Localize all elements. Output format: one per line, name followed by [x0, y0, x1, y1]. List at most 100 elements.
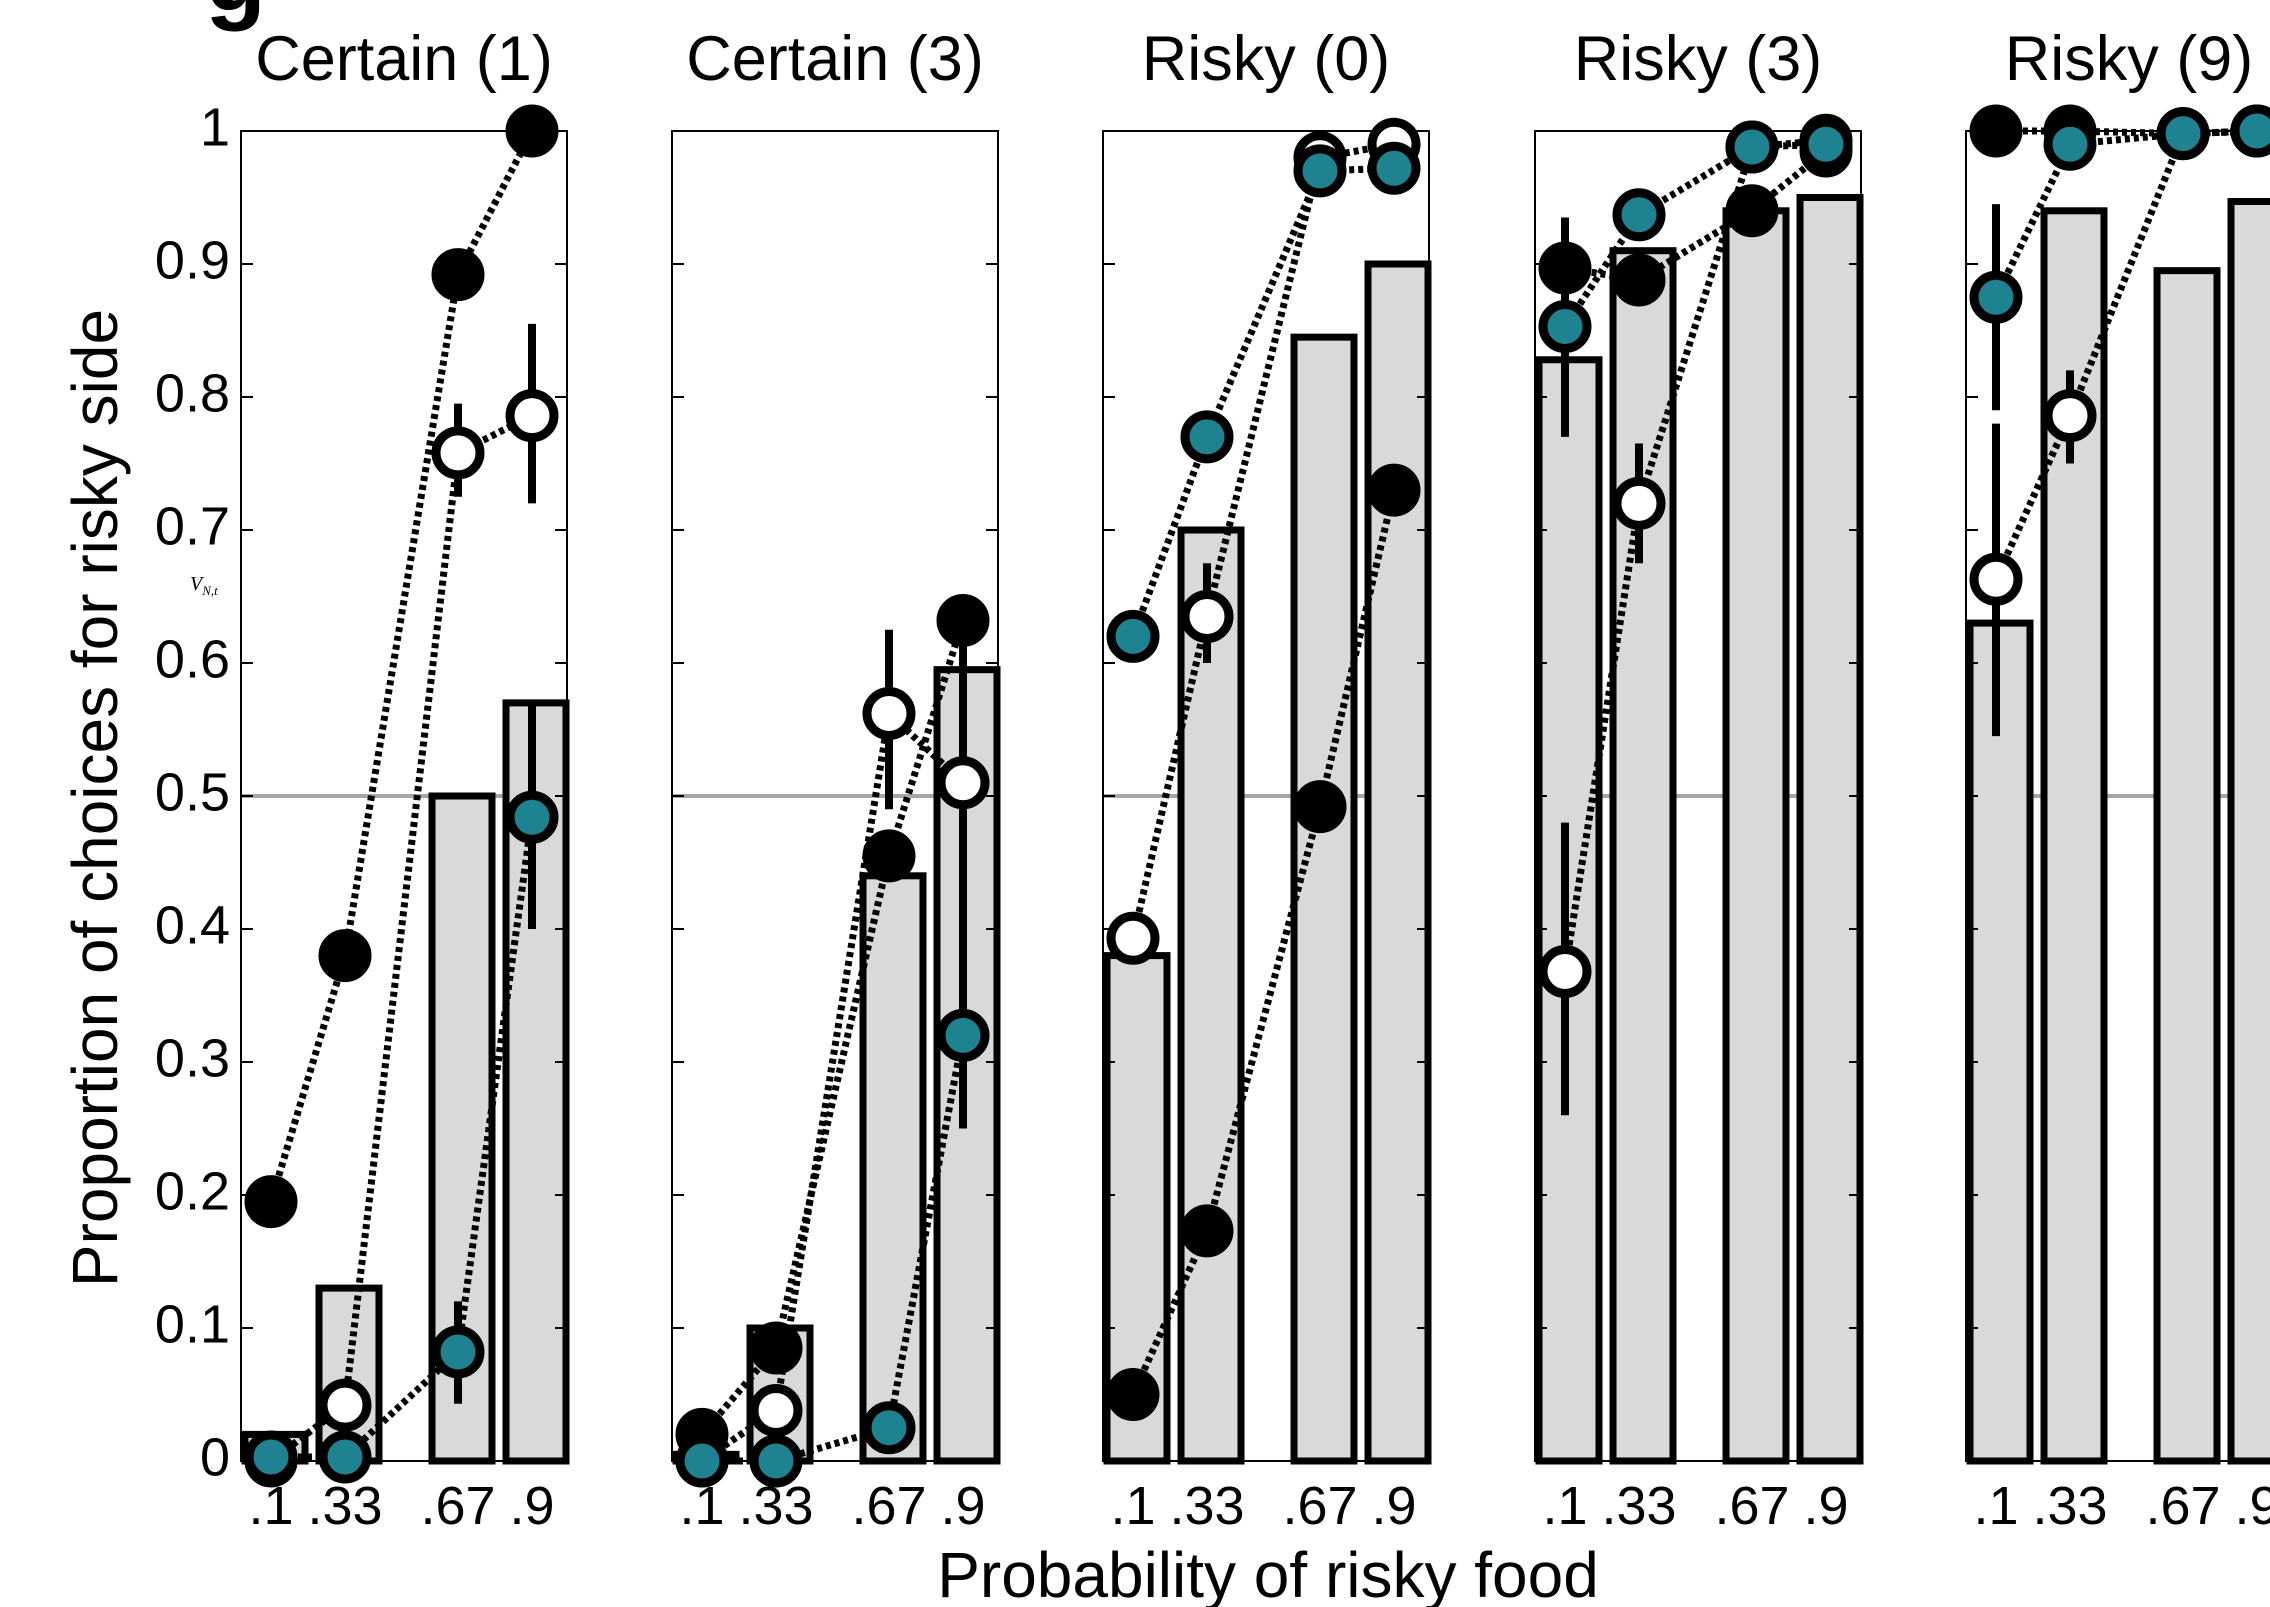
y-tick-label: 0	[200, 1427, 230, 1487]
data-point-white	[505, 389, 559, 443]
y-tick-label: 0.6	[155, 629, 230, 689]
series-line-black	[267, 129, 536, 1203]
y-tick-label: 0.2	[155, 1161, 230, 1221]
data-point-teal	[1969, 270, 2023, 324]
y-tick-label: 0.4	[155, 895, 230, 955]
x-tick-label: .1	[1110, 1476, 1155, 1536]
y-tick-labels: 0 0.1 0.2 0.3 0.4 0.5 0.6 0.7 0.8 0.9 1	[155, 97, 230, 1487]
bar	[1966, 619, 2034, 1465]
data-point-black	[936, 593, 990, 647]
data-point-teal	[1293, 144, 1347, 198]
series-line-black	[1996, 127, 2258, 138]
panel-title: Risky (9)	[2005, 24, 2254, 94]
data-point-teal	[431, 1325, 485, 1379]
panel-title: Certain (3)	[686, 24, 984, 94]
panel-1: Certain (1).1.33.67.9	[240, 24, 570, 1536]
x-tick-label: .67	[2145, 1476, 2220, 1536]
bar	[859, 872, 927, 1465]
x-tick-label: .9	[1371, 1476, 1416, 1536]
data-point-teal	[1612, 188, 1666, 242]
data-point-black	[431, 248, 485, 302]
data-point-black	[1969, 104, 2023, 158]
bar	[2153, 267, 2221, 1465]
data-point-black	[1180, 1204, 1234, 1258]
data-point-black	[1293, 780, 1347, 834]
data-point-teal	[675, 1434, 729, 1488]
data-point-black	[1538, 241, 1592, 295]
data-point-black	[244, 1175, 298, 1229]
y-tick-label: 0.3	[155, 1028, 230, 1088]
x-tick-label: .1	[1542, 1476, 1587, 1536]
series-line-black	[699, 619, 967, 1437]
y-tick-label: 0.8	[155, 363, 230, 423]
v-nt-label-sub: N,t	[201, 583, 218, 598]
x-tick-label: .33	[307, 1476, 382, 1536]
data-point-black	[318, 929, 372, 983]
data-point-teal	[318, 1430, 372, 1484]
figure-letter: g	[205, 0, 266, 32]
data-point-white	[1180, 589, 1234, 643]
data-point-teal	[1367, 141, 1421, 195]
v-nt-label: VN,t	[190, 573, 218, 598]
y-axis-label: Proportion of choices for risky side	[59, 309, 131, 1287]
bar	[2227, 197, 2270, 1465]
y-tick-label: 0.9	[155, 230, 230, 290]
x-tick-label: .1	[1973, 1476, 2018, 1536]
series-line-teal	[271, 816, 536, 1461]
data-point-black	[1367, 463, 1421, 517]
data-point-white	[1106, 911, 1160, 965]
data-point-black	[1612, 253, 1666, 307]
data-point-teal	[1538, 300, 1592, 354]
data-point-teal	[244, 1430, 298, 1484]
data-point-teal	[1106, 609, 1160, 663]
y-tick-label: 0.1	[155, 1294, 230, 1354]
data-point-white	[1538, 945, 1592, 999]
data-point-white	[936, 756, 990, 810]
x-tick-label: .33	[1169, 1476, 1244, 1536]
series-line-white	[1129, 140, 1395, 940]
panel-4: Risky (3) .1.33 .67.9	[1534, 24, 1864, 1536]
data-point-teal	[1725, 120, 1779, 174]
data-point-teal	[936, 1008, 990, 1062]
data-point-black	[1725, 184, 1779, 238]
panel-3: Risky (0) .1.33 .67.9	[1102, 24, 1432, 1536]
x-axis-label: Probability of risky food	[937, 1539, 1599, 1607]
data-point-teal	[1180, 410, 1234, 464]
data-point-teal	[2156, 107, 2210, 161]
series-line-white	[1561, 136, 1827, 973]
y-tick-label: 1	[200, 97, 230, 157]
data-point-black	[1106, 1368, 1160, 1421]
x-tick-label: .9	[509, 1476, 554, 1536]
data-point-black	[505, 104, 559, 158]
data-point-teal	[1799, 117, 1853, 171]
data-point-white	[431, 426, 485, 480]
x-tick-label: .9	[2234, 1476, 2270, 1536]
data-point-teal	[2230, 104, 2270, 158]
series-line-white	[268, 412, 534, 1464]
series-line-black	[1129, 489, 1398, 1396]
x-tick-label: .33	[1601, 1476, 1676, 1536]
data-point-teal	[862, 1401, 916, 1455]
v-nt-label-main: V	[190, 573, 205, 595]
bar	[1290, 333, 1358, 1465]
data-point-black	[862, 829, 916, 883]
panel-title: Risky (0)	[1142, 24, 1391, 94]
x-tick-label: .9	[1803, 1476, 1848, 1536]
x-tick-label: .33	[2032, 1476, 2107, 1536]
bar	[1364, 260, 1432, 1465]
series-line-teal	[1562, 140, 1827, 329]
data-point-white	[1612, 476, 1666, 530]
bar	[1722, 207, 1790, 1465]
series-line-teal	[702, 1034, 967, 1465]
data-point-black	[749, 1321, 803, 1375]
panel-2: Certain (3).1.33.67.9	[671, 24, 1001, 1536]
x-tick-label: .9	[940, 1476, 985, 1536]
x-tick-label: .67	[420, 1476, 495, 1536]
y-tick-label: 0.7	[155, 496, 230, 556]
bar	[1177, 526, 1245, 1465]
series-line-teal	[1992, 127, 2258, 299]
x-tick-label: .67	[851, 1476, 926, 1536]
x-tick-label: .67	[1714, 1476, 1789, 1536]
